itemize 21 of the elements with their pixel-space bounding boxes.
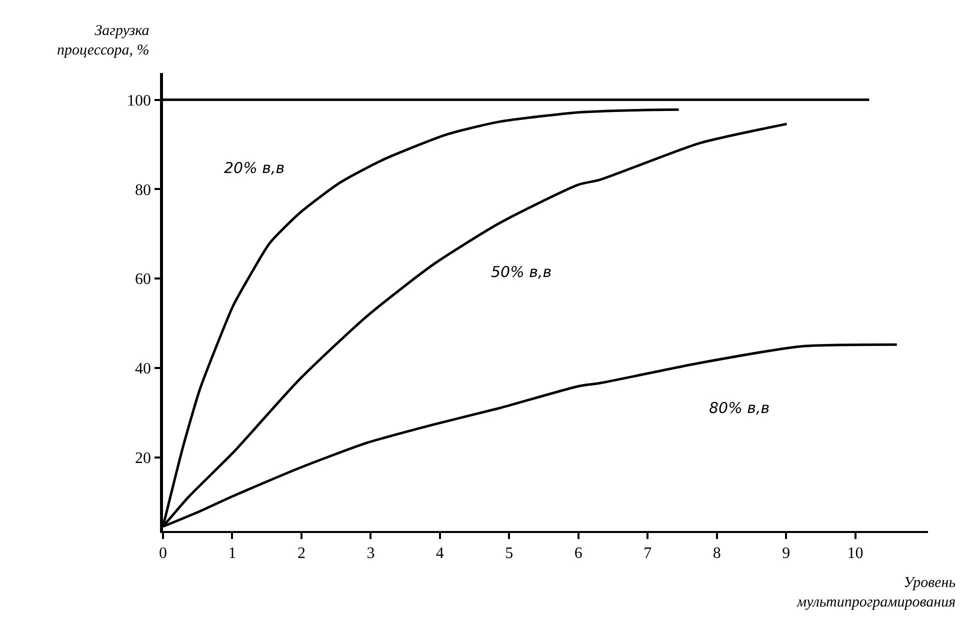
y-tick-label: 80 [135, 182, 152, 199]
y-tick-label: 60 [135, 271, 152, 288]
x-tick-label: 4 [436, 545, 444, 562]
y-tick-label: 20 [135, 450, 152, 467]
text: 80% в,в [709, 399, 770, 417]
x-tick-label: 9 [782, 545, 790, 562]
x-tick-label: 0 [159, 545, 167, 562]
x-tick-label: 5 [505, 545, 514, 562]
x-tick-label: 10 [847, 545, 864, 562]
series-label: 50% в,в [491, 263, 552, 281]
x-axis-title: Уровень мультипрограмирования [796, 575, 956, 610]
x-tick-label: 6 [574, 545, 582, 562]
x-tick-label: 8 [712, 545, 721, 562]
y-axis-title: Загрузка процессора, % [57, 23, 150, 58]
x-tick-label: 2 [297, 545, 306, 562]
x-tick-label: 3 [366, 545, 375, 562]
y-tick-label: 100 [127, 92, 152, 110]
x-tick-label: 1 [228, 545, 236, 562]
y-tick-label: 40 [135, 360, 152, 378]
text: 20% в,в [224, 159, 285, 177]
x-tick-label: 7 [644, 545, 652, 562]
